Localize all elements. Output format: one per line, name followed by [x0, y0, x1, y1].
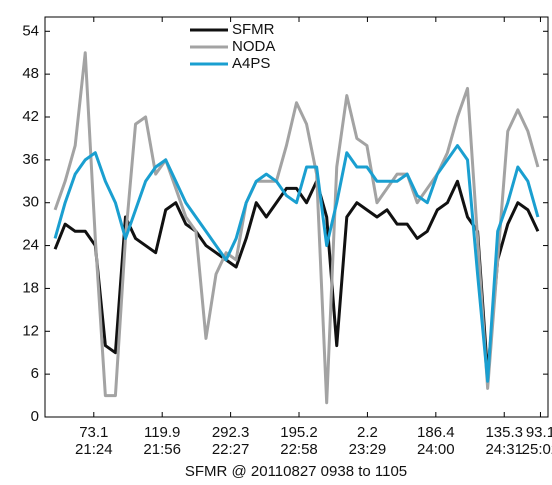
y-tick-label: 0	[31, 408, 39, 425]
y-tick-label: 18	[22, 279, 39, 296]
x-tick-label: 195.2	[280, 424, 318, 441]
y-tick-label: 36	[22, 151, 39, 168]
y-tick-label: 6	[31, 365, 39, 382]
series-line	[53, 51, 540, 405]
x-tick-sublabel: 22:27	[212, 441, 250, 458]
legend-label: SFMR	[232, 21, 275, 38]
series-line	[53, 179, 540, 376]
x-axis-label: SFMR @ 20110827 0938 to 1105	[185, 463, 407, 480]
x-tick-sublabel: 24:00	[417, 441, 455, 458]
x-tick-label: 73.1	[79, 424, 108, 441]
x-tick-label: 135.3	[485, 424, 523, 441]
series-line	[53, 144, 540, 383]
legend-label: NODA	[232, 38, 275, 55]
x-tick-sublabel: 21:56	[143, 441, 181, 458]
x-tick-label: 93.1	[526, 424, 552, 441]
x-tick-sublabel: 25:02	[522, 441, 552, 458]
y-tick-label: 42	[22, 108, 39, 125]
x-tick-sublabel: 22:58	[280, 441, 318, 458]
x-tick-sublabel: 23:29	[349, 441, 387, 458]
y-tick-label: 30	[22, 194, 39, 211]
legend-label: A4PS	[232, 55, 270, 72]
y-tick-label: 12	[22, 322, 39, 339]
x-tick-label: 292.3	[212, 424, 250, 441]
x-tick-label: 186.4	[417, 424, 455, 441]
y-tick-label: 54	[22, 22, 39, 39]
x-tick-sublabel: 24:31	[485, 441, 523, 458]
x-tick-label: 2.2	[357, 424, 378, 441]
plot-frame	[44, 16, 549, 418]
x-tick-label: 119.9	[144, 424, 180, 441]
y-tick-label: 24	[22, 237, 39, 254]
x-tick-sublabel: 21:24	[75, 441, 113, 458]
y-tick-label: 48	[22, 65, 39, 82]
